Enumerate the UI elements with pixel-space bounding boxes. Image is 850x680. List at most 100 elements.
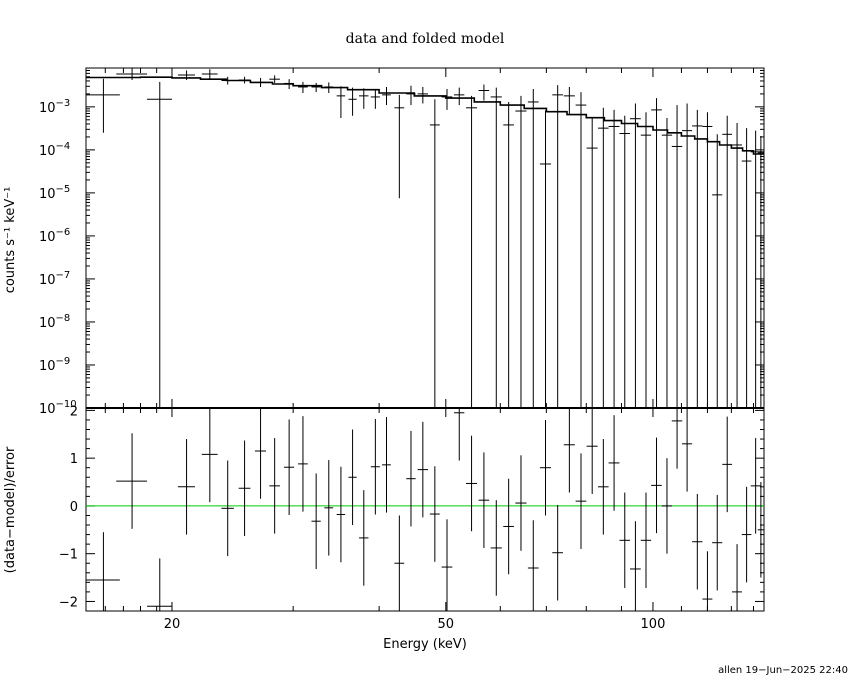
residual-point	[640, 492, 652, 589]
residual-point	[147, 558, 172, 611]
residual-point	[284, 419, 295, 515]
residual-point	[298, 416, 308, 512]
data-point	[454, 87, 465, 106]
data-point	[692, 109, 703, 408]
residual-point	[417, 421, 428, 518]
data-point	[741, 128, 752, 408]
data-point	[201, 69, 218, 79]
residual-point	[201, 408, 218, 503]
residual-tick-label: 0	[70, 500, 78, 515]
residual-point	[515, 455, 527, 551]
residual-plot-frame	[85, 407, 765, 612]
y-tick-label: 10−10	[39, 399, 77, 417]
data-point	[348, 87, 357, 116]
residual-point	[254, 408, 267, 499]
data-point	[722, 115, 733, 408]
residual-point	[629, 521, 641, 611]
data-point	[702, 112, 713, 408]
data-point	[661, 118, 673, 408]
residual-y-axis-label: (data−model)/error	[3, 446, 18, 573]
data-point	[629, 103, 641, 408]
residual-tick-label: −1	[59, 548, 78, 563]
data-point	[575, 92, 587, 408]
data-point	[466, 95, 477, 408]
residual-point	[269, 438, 280, 534]
residual-point	[116, 433, 148, 529]
data-point	[254, 77, 267, 87]
data-point	[503, 101, 514, 408]
data-point	[311, 82, 321, 93]
data-point	[370, 88, 380, 109]
x-tick-label: 100	[641, 617, 666, 632]
top-y-axis-label: counts s⁻¹ keV⁻¹	[3, 187, 18, 294]
chart-title: data and folded model	[346, 31, 505, 47]
data-point	[324, 82, 334, 93]
data-point	[478, 84, 490, 101]
top-plot-frame	[85, 67, 765, 409]
data-point	[490, 87, 502, 408]
data-point	[539, 110, 552, 408]
data-point	[429, 99, 440, 408]
data-point	[671, 105, 683, 408]
residual-point	[619, 492, 630, 589]
residual-tick-label: 2	[70, 404, 78, 419]
residual-tick-label: 1	[70, 452, 78, 467]
y-tick-label: 10−9	[39, 356, 70, 374]
data-point	[147, 81, 172, 408]
x-tick-label: 50	[438, 617, 455, 632]
data-point	[116, 68, 148, 81]
data-point	[563, 86, 575, 115]
y-tick-label: 10−4	[39, 141, 70, 159]
residual-panel: 20 50 100 −2 −1 0 1 2	[59, 404, 765, 632]
y-tick-label: 10−5	[39, 184, 70, 202]
residual-point	[324, 460, 334, 556]
data-point	[417, 86, 428, 104]
residual-point	[490, 500, 502, 596]
residual-point	[429, 466, 440, 562]
residual-point	[757, 482, 764, 578]
y-tick-label: 10−8	[39, 313, 70, 331]
y-tick-label: 10−6	[39, 227, 70, 245]
residual-point	[238, 440, 251, 537]
data-point	[757, 136, 764, 408]
residual-point	[597, 439, 609, 535]
residual-point	[539, 419, 552, 516]
residual-point	[732, 544, 742, 611]
data-point	[515, 95, 527, 408]
data-point	[221, 76, 234, 85]
residual-point	[661, 458, 673, 554]
residual-point	[394, 515, 405, 611]
residual-point	[503, 478, 514, 575]
residual-point	[671, 408, 683, 469]
data-point	[527, 88, 539, 408]
data-point	[732, 123, 742, 408]
data-point	[394, 94, 405, 199]
data-point	[597, 107, 609, 408]
residual-point	[527, 520, 539, 611]
residual-point	[722, 416, 733, 513]
data-point	[750, 130, 761, 408]
residual-point	[586, 408, 598, 494]
data-point	[586, 118, 598, 408]
data-point	[284, 79, 295, 89]
data-point	[382, 86, 391, 106]
residual-point	[478, 452, 490, 548]
data-point	[298, 81, 308, 93]
model-line	[86, 76, 764, 155]
residual-point	[359, 490, 369, 586]
data-point	[269, 75, 280, 83]
data-point	[406, 85, 416, 106]
data-point	[359, 88, 369, 109]
residual-point	[750, 438, 761, 534]
x-tick-label: 20	[164, 617, 181, 632]
x-axis-label: Energy (keV)	[383, 637, 467, 652]
residual-point	[651, 437, 662, 534]
data-point	[712, 134, 723, 408]
residual-point	[563, 408, 575, 493]
residual-point	[221, 460, 234, 557]
residual-point	[441, 519, 453, 611]
y-tick-label: 10−7	[39, 270, 70, 288]
residual-point	[454, 408, 465, 461]
data-point	[336, 86, 346, 119]
